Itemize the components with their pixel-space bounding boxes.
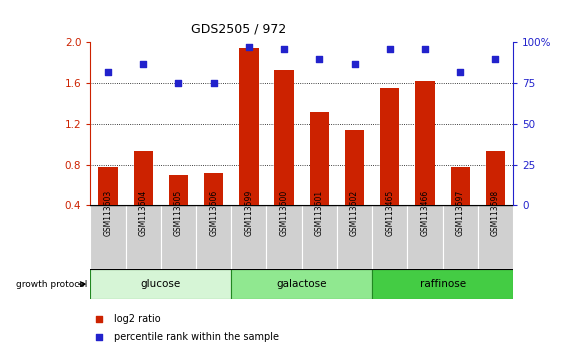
Text: GSM113603: GSM113603 [103,190,113,236]
Point [455,69,465,75]
Text: raffinose: raffinose [420,279,466,289]
Text: GSM113599: GSM113599 [244,190,254,236]
Bar [345,130,364,205]
Bar [196,205,231,269]
Point [420,46,430,52]
Bar [168,175,188,205]
Text: GSM113601: GSM113601 [315,190,324,236]
Bar [204,173,223,205]
Text: GSM113598: GSM113598 [491,190,500,236]
Point [174,80,183,86]
Text: GSM113605: GSM113605 [174,190,183,236]
Point [279,46,289,52]
Bar [266,205,302,269]
Text: glucose: glucose [141,279,181,289]
Point [385,46,395,52]
Text: log2 ratio: log2 ratio [114,314,160,324]
Bar [310,112,329,205]
Bar [90,205,125,269]
Bar [486,152,505,205]
Text: GSM113604: GSM113604 [139,190,147,236]
Text: GSM113600: GSM113600 [280,190,289,236]
Bar [125,205,161,269]
Bar [239,47,258,205]
Bar [415,81,435,205]
Text: GSM113597: GSM113597 [456,190,465,236]
Bar [302,205,337,269]
Bar [337,205,372,269]
Bar [99,167,118,205]
Bar [442,205,478,269]
Point [244,45,254,50]
Bar [372,205,408,269]
Text: GSM113606: GSM113606 [209,190,218,236]
Text: GSM113466: GSM113466 [420,190,430,236]
Point [103,69,113,75]
Point [94,335,104,340]
Bar [161,205,196,269]
Text: GSM113465: GSM113465 [385,190,394,236]
Bar [90,269,231,299]
Bar [275,70,294,205]
Text: growth protocol: growth protocol [16,280,87,289]
Bar [380,88,399,205]
Bar [408,205,442,269]
Point [209,80,218,86]
Bar [231,205,266,269]
Text: percentile rank within the sample: percentile rank within the sample [114,332,279,342]
Point [315,56,324,62]
Point [94,316,104,322]
Point [491,56,500,62]
Bar [372,269,513,299]
Bar [478,205,513,269]
Text: GDS2505 / 972: GDS2505 / 972 [191,22,286,35]
Bar [451,167,470,205]
Text: GSM113602: GSM113602 [350,190,359,236]
Bar [231,269,372,299]
Text: galactose: galactose [276,279,327,289]
Point [350,61,359,67]
Bar [134,152,153,205]
Point [139,61,148,67]
